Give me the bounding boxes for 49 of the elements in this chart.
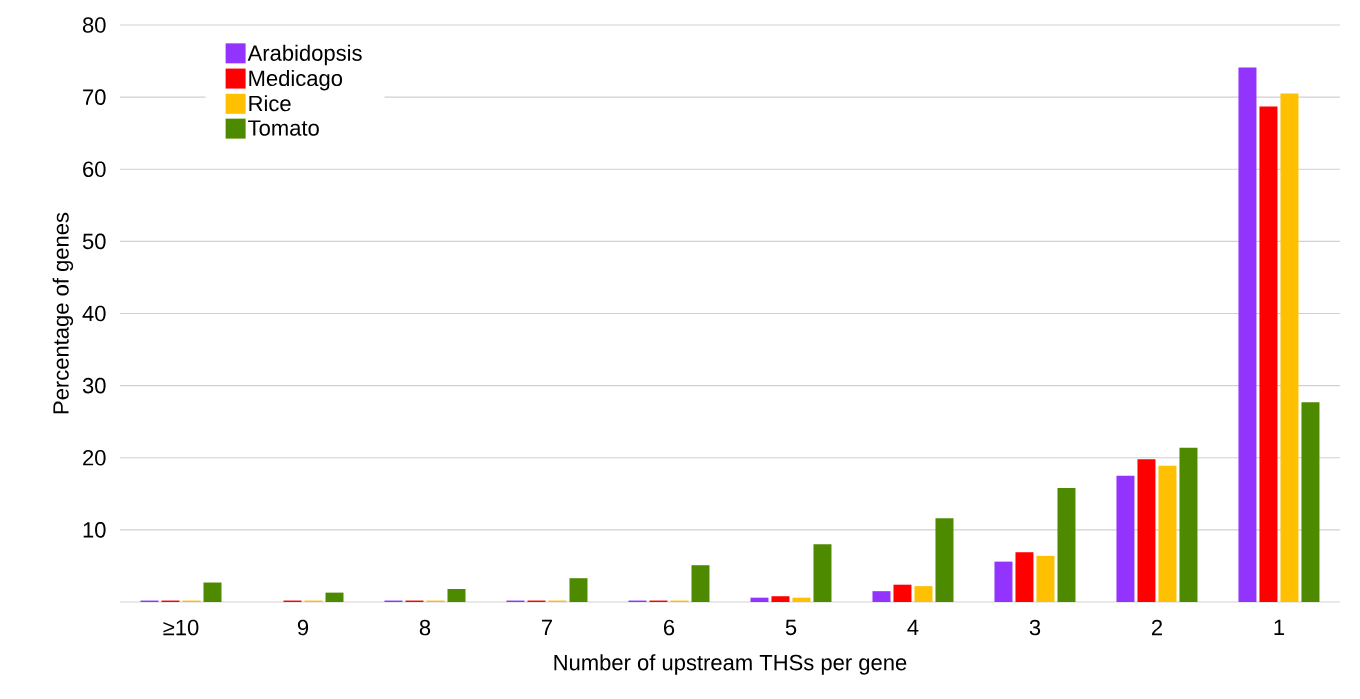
x-tick-label: 7 <box>541 619 552 635</box>
bar <box>203 582 222 602</box>
x-tick-label: 3 <box>1029 619 1041 636</box>
x-axis-title: Number of upstream THSs per gene <box>554 654 907 675</box>
y-tick-label: 70 <box>83 89 106 105</box>
y-tick-label: 30 <box>82 377 106 394</box>
bar <box>1301 402 1320 602</box>
y-tick-label: 10 <box>83 522 106 538</box>
bar <box>1179 447 1198 602</box>
x-tick-label: 2 <box>1151 619 1162 636</box>
legend-label: Medicago <box>249 69 343 91</box>
bar <box>792 597 811 602</box>
bar <box>893 584 912 602</box>
bar <box>1137 459 1156 602</box>
bar <box>813 544 832 602</box>
bar <box>771 596 790 602</box>
y-tick-label: 50 <box>82 233 106 250</box>
legend-label: Arabidopsis <box>247 44 362 66</box>
y-tick-label: 20 <box>83 449 106 466</box>
bar <box>935 518 954 602</box>
bar <box>994 561 1013 602</box>
bar <box>1238 67 1257 602</box>
y-tick-label: 60 <box>83 161 106 178</box>
bar <box>1259 106 1278 602</box>
bar <box>914 586 933 602</box>
legend-label: Tomato <box>248 120 319 136</box>
bar <box>1015 552 1034 602</box>
bar <box>750 597 769 602</box>
x-tick-label: 6 <box>663 619 675 636</box>
bar <box>569 578 588 602</box>
x-tick-label: 1 <box>1274 619 1284 635</box>
x-tick-label: 9 <box>297 619 309 636</box>
y-tick-label: 40 <box>82 305 106 322</box>
bar <box>1280 93 1299 602</box>
bar <box>325 592 344 602</box>
y-axis-title: Percentage of genes <box>52 212 74 414</box>
bar <box>1158 465 1177 602</box>
bar <box>1057 488 1076 602</box>
x-tick-label: 4 <box>907 619 919 635</box>
y-tick-label: 80 <box>82 17 106 33</box>
x-tick-label: 5 <box>785 619 797 636</box>
x-tick-label: 8 <box>419 619 431 636</box>
bar <box>691 565 710 602</box>
bar <box>1116 475 1135 602</box>
x-tick-label: ≥10 <box>163 619 199 636</box>
bar <box>872 591 891 602</box>
legend-label: Rice <box>249 95 291 112</box>
bar <box>1036 555 1055 602</box>
bar <box>447 589 466 602</box>
